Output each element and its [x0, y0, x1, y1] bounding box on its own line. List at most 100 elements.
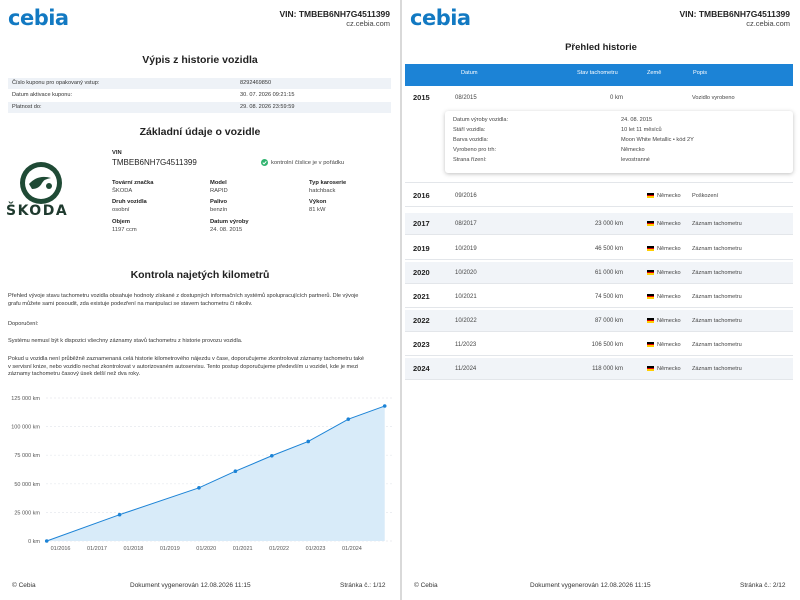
history-year: 2017 — [413, 219, 430, 228]
recommendation-text: Pokud u vozidla není průběžně zaznamenan… — [8, 356, 365, 377]
history-odometer: 61 000 km — [594, 270, 623, 276]
data-point — [270, 453, 274, 458]
coupon-row: Datum aktivace kuponu: 30. 07. 2026 09:21… — [12, 92, 295, 98]
history-row: 2020 10/2020 61 000 km Německo Záznam tachom… — [405, 262, 793, 284]
history-year: 2019 — [413, 244, 430, 253]
footer-generated: Dokument vygenerován 12.08.2026 11:15 — [130, 582, 251, 589]
spec-label: Model — [210, 180, 227, 186]
germany-flag-icon — [647, 221, 654, 226]
spec-value: 81 kW — [309, 207, 326, 213]
history-country: Německo — [657, 342, 681, 348]
recommendation-text: Systému nemusí být k dispozici všechny z… — [8, 338, 243, 344]
history-country: Německo — [657, 270, 681, 276]
spec-label: Typ karoserie — [309, 180, 347, 186]
spec-value: 1197 ccm — [112, 227, 137, 233]
germany-flag-icon — [647, 366, 654, 371]
header-site: cz.cebia.com — [346, 19, 390, 28]
page-title: Výpis z historie vozidla — [142, 54, 258, 66]
history-row: 2023 11/2023 106 500 km Německo Záznam tacho… — [405, 334, 793, 356]
footer-generated: Dokument vygenerován 12.08.2026 11:15 — [530, 582, 651, 589]
history-description: Záznam tachometru — [692, 246, 742, 252]
history-date: 08/2017 — [455, 221, 477, 227]
header-vin: VIN: TMBEB6NH7G4511399 — [679, 9, 790, 19]
history-odometer: 74 500 km — [594, 294, 623, 300]
skoda-emblem-icon — [20, 162, 62, 204]
odometer-chart: 125 000 km 100 000 km 75 000 km 50 000 km 25… — [11, 396, 392, 552]
spec-label: Datum výroby — [210, 219, 249, 225]
history-date: 09/2016 — [455, 193, 477, 199]
y-tick-label: 0 km — [28, 539, 40, 545]
history-date: 11/2023 — [455, 342, 477, 348]
footer-page-number: Stránka č.: 2/12 — [740, 582, 786, 589]
history-description: Záznam tachometru — [692, 270, 742, 276]
km-check-title: Kontrola najetých kilometrů — [130, 269, 270, 281]
x-tick-label: 01/2018 — [123, 546, 143, 552]
y-tick-label: 25 000 km — [14, 510, 40, 516]
history-description: Záznam tachometru — [692, 342, 742, 348]
header-site: cz.cebia.com — [746, 19, 790, 28]
spec-value: RAPID — [210, 188, 228, 194]
footer-copyright: © Cebia — [12, 582, 36, 589]
history-description: Záznam tachometru — [692, 221, 742, 227]
history-odometer: 0 km — [609, 95, 623, 101]
spec-value: benzín — [210, 207, 228, 213]
series-line — [46, 405, 385, 542]
footer-copyright: © Cebia — [414, 582, 438, 589]
history-odometer: 23 000 km — [594, 221, 623, 227]
history-date: 10/2022 — [455, 318, 477, 324]
history-country: Německo — [657, 294, 681, 300]
history-description: Záznam tachometru — [692, 318, 742, 324]
history-row: 2016 09/2016 Německo Poškození — [405, 185, 793, 207]
area-fill — [46, 406, 385, 541]
history-date: 10/2020 — [455, 270, 477, 276]
history-country: Německo — [657, 246, 681, 252]
history-date: 10/2019 — [455, 246, 477, 252]
history-row: 2019 10/2019 46 500 km Německo Záznam tachom… — [405, 238, 793, 260]
vehicle-detail-card: Datum výroby vozidla: 24. 08. 2015 Stáří … — [445, 111, 793, 173]
spec-label: Palivo — [210, 199, 228, 205]
footer-page-number: Stránka č.: 1/12 — [340, 582, 386, 589]
history-year: 2023 — [413, 340, 430, 349]
history-odometer: 46 500 km — [594, 246, 623, 252]
y-tick-label: 50 000 km — [14, 482, 40, 488]
data-point — [382, 404, 387, 408]
report-page-2: cebia VIN: TMBEB6NH7G4511399 cz.cebia.co… — [402, 0, 800, 600]
history-year: 2016 — [413, 191, 430, 200]
coupon-row: Platnost do: 29. 08. 2026 23:59:59 — [8, 102, 391, 113]
history-country: Německo — [657, 366, 681, 372]
data-point — [44, 539, 49, 543]
vin-check-text: kontrolní číslice je v pořádku — [271, 160, 345, 166]
spec-value: ŠKODA — [112, 188, 133, 194]
history-description: Záznam tachometru — [692, 366, 742, 372]
report-page-1: cebia VIN: TMBEB6NH7G4511399 cz.cebia.co… — [0, 0, 400, 600]
header-vin: VIN: TMBEB6NH7G4511399 — [279, 9, 390, 19]
germany-flag-icon — [647, 318, 654, 323]
history-date: 08/2015 — [455, 95, 477, 101]
basic-info-title: Základní údaje o vozidle — [139, 126, 261, 138]
x-tick-label: 01/2024 — [342, 546, 362, 552]
data-point — [346, 417, 351, 421]
x-tick-label: 01/2017 — [87, 546, 107, 552]
germany-flag-icon — [647, 342, 654, 347]
history-year: 2020 — [413, 268, 430, 277]
germany-flag-icon — [647, 246, 654, 251]
spec-value: osobní — [112, 207, 130, 213]
germany-flag-icon — [647, 270, 654, 275]
history-row: 2021 10/2021 74 500 km Německo Záznam tachom… — [405, 286, 793, 308]
germany-flag-icon — [647, 193, 654, 198]
history-country: Německo — [657, 318, 681, 324]
cebia-logo: cebia — [410, 6, 471, 30]
km-paragraph: Přehled vývoje stavu tachometru vozidla … — [8, 293, 359, 307]
history-odometer: 106 500 km — [591, 342, 623, 348]
spec-value: hatchback — [309, 188, 336, 194]
y-tick-label: 75 000 km — [14, 453, 40, 459]
x-tick-label: 01/2016 — [51, 546, 71, 552]
x-tick-label: 01/2021 — [233, 546, 253, 552]
history-table-header: Datum Stav tachometru Země Popis — [405, 64, 793, 86]
x-tick-label: 01/2020 — [196, 546, 216, 552]
history-country: Německo — [657, 193, 681, 199]
history-odometer: 87 000 km — [594, 318, 623, 324]
history-row: 2017 08/2017 23 000 km Německo Záznam tachom… — [405, 213, 793, 235]
data-point — [197, 486, 201, 490]
spec-label: Druh vozidla — [112, 199, 147, 205]
